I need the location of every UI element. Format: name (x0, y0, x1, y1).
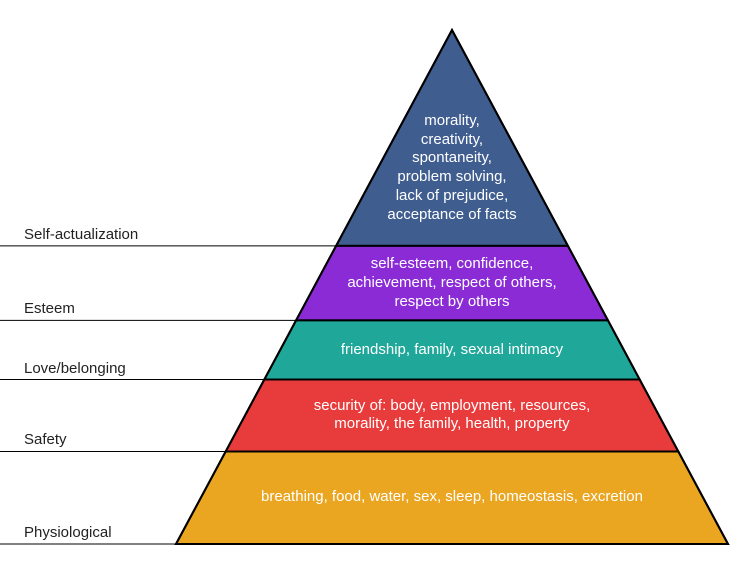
side-label-1: Esteem (12, 300, 75, 317)
side-label-2: Love/belonging (12, 360, 126, 377)
side-label-4: Physiological (12, 524, 112, 541)
pyramid-svg (0, 0, 754, 566)
side-label-0: Self-actualization (12, 226, 138, 243)
pyramid-level-1 (296, 246, 608, 321)
pyramid-level-4 (176, 451, 728, 544)
pyramid-diagram: Self-actualizationmorality, creativity, … (0, 0, 754, 566)
pyramid-level-0 (336, 30, 568, 246)
side-label-3: Safety (12, 431, 67, 448)
pyramid-level-2 (264, 320, 639, 379)
pyramid-level-3 (226, 380, 679, 452)
